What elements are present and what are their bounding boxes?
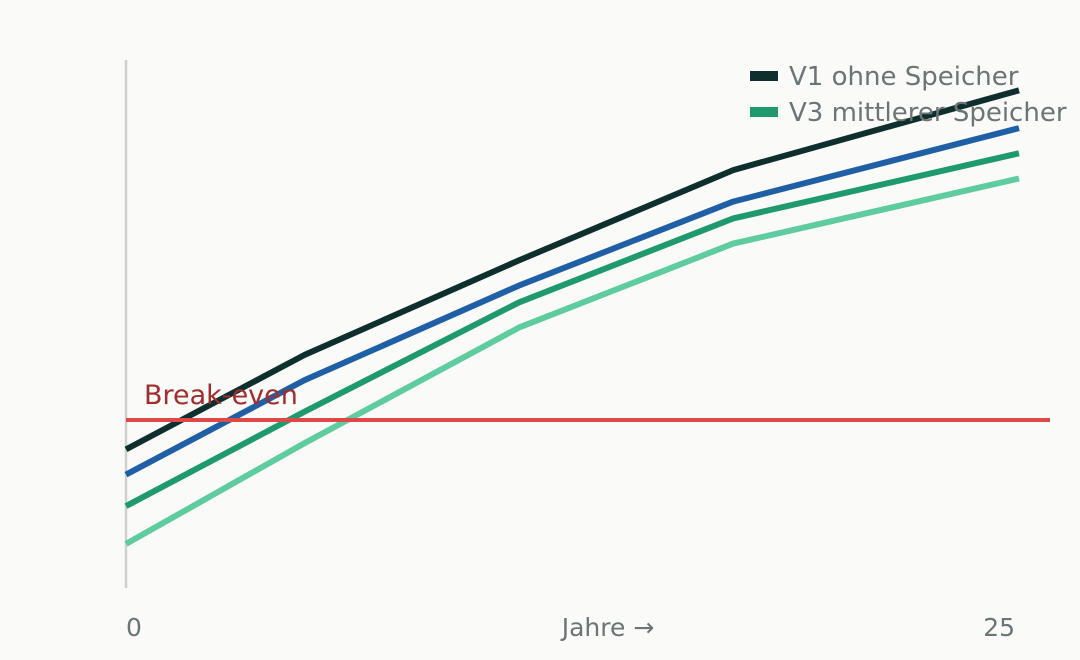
series-line-2 [124,125,1020,478]
legend-label: V3 mittlerer Speicher [789,98,1067,128]
legend-label: V1 ohne Speicher [789,62,1019,92]
series-layer [124,87,1020,547]
x-axis-label: Jahre → [560,613,655,642]
legend-swatch [750,107,778,117]
break-even-label: Break-even [144,380,298,411]
legend: V1 ohne Speicher V3 mittlerer Speicher [750,62,1067,128]
x-tick-label-start: 0 [126,613,142,642]
x-tick-label-end: 25 [983,613,1015,642]
series-line-4 [124,175,1020,547]
legend-swatch [750,71,778,81]
series-line-3 [124,150,1020,509]
series-line-1 [124,87,1020,453]
